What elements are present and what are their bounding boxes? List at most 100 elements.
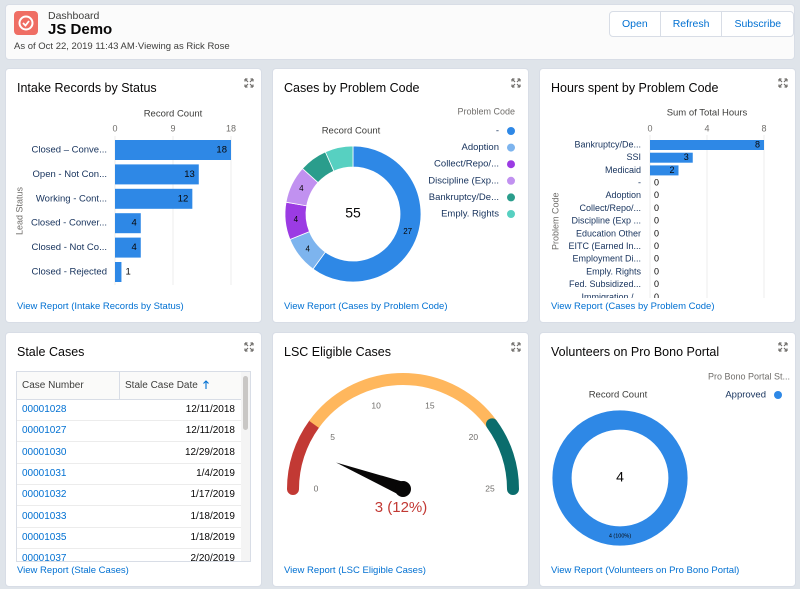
case-number-link[interactable]: 00001028 xyxy=(22,404,67,415)
open-button[interactable]: Open xyxy=(622,18,648,30)
expand-icon[interactable] xyxy=(244,342,254,352)
subscribe-button[interactable]: Subscribe xyxy=(721,12,793,36)
column-header[interactable]: Case Number xyxy=(17,372,119,400)
value-label: 2 xyxy=(669,165,674,175)
view-report-link[interactable]: View Report (Cases by Problem Code) xyxy=(284,301,448,312)
bar xyxy=(115,164,199,185)
slice-label: 4 xyxy=(305,245,310,254)
bar xyxy=(115,213,141,234)
stale-case-date: 2/20/2019 xyxy=(190,553,236,562)
value-label: 0 xyxy=(654,254,659,264)
axis-title: Sum of Total Hours xyxy=(667,108,748,119)
bar xyxy=(650,165,679,176)
x-tick-label: 18 xyxy=(226,123,236,133)
legend-label: Emply. Rights xyxy=(441,209,499,220)
panel-title: Hours spent by Problem Code xyxy=(551,81,719,95)
value-label: 13 xyxy=(184,169,195,180)
case-number-link[interactable]: 00001027 xyxy=(22,425,67,437)
legend-label: Collect/Repo/... xyxy=(434,159,499,170)
value-label: 0 xyxy=(654,228,659,238)
category-label: Closed - Conver... xyxy=(31,218,107,229)
donut-total: 4 xyxy=(616,469,624,485)
expand-icon-path xyxy=(511,78,521,88)
table-row: 00001037 2/20/2019 xyxy=(17,548,241,562)
stale-case-date: 1/18/2019 xyxy=(190,531,236,543)
case-number-link[interactable]: 00001037 xyxy=(22,553,67,562)
expand-icon[interactable] xyxy=(511,78,521,88)
table-row: 00001028 12/11/2018 xyxy=(17,399,241,421)
view-report-link[interactable]: View Report (Stale Cases) xyxy=(17,565,129,576)
value-label: 4 xyxy=(131,242,136,253)
gauge-band xyxy=(287,418,321,495)
refresh-button[interactable]: Refresh xyxy=(659,12,722,36)
value-label: 0 xyxy=(654,203,659,213)
y-axis-title: Problem Code xyxy=(550,192,560,250)
legend-label: Adoption xyxy=(461,142,499,153)
stale-case-date: 12/11/2018 xyxy=(185,425,235,437)
table-row: 00001030 12/29/2018 xyxy=(17,442,241,464)
expand-icon[interactable] xyxy=(778,342,788,352)
view-report-link[interactable]: View Report (Intake Records by Status) xyxy=(17,301,184,312)
slice-label: 4 xyxy=(299,184,304,193)
column-header-text: Case Number xyxy=(22,380,84,391)
category-label: Adoption xyxy=(605,190,641,200)
expand-icon-path xyxy=(244,78,254,88)
panel-title: Intake Records by Status xyxy=(17,81,157,95)
gauge-tick-label: 0 xyxy=(314,483,319,493)
chart: Record Count 0 9 18 Lead Status Closed – Conv… xyxy=(14,109,236,285)
gauge-tick-label: 20 xyxy=(469,432,479,442)
case-number-link[interactable]: 00001033 xyxy=(22,510,67,522)
axis-title: Record Count xyxy=(144,109,203,120)
view-report-link[interactable]: View Report (Cases by Problem Code) xyxy=(551,301,715,312)
gauge-value-label: 3 (12%) xyxy=(375,499,428,516)
scrollbar-thumb xyxy=(243,376,248,430)
table-row: 00001031 1/4/2019 xyxy=(17,463,241,485)
donut-total: 55 xyxy=(345,205,361,221)
value-label: 0 xyxy=(654,292,659,298)
view-report-link[interactable]: View Report (LSC Eligible Cases) xyxy=(284,565,426,576)
data-table: Case Number Stale Case Date 00001028 12/11/… xyxy=(16,371,251,562)
bar xyxy=(650,140,764,150)
case-number-link[interactable]: 00001032 xyxy=(22,489,67,501)
legend-dot xyxy=(507,210,515,218)
category-label: - xyxy=(638,177,641,187)
expand-icon[interactable] xyxy=(778,78,788,88)
legend-dot xyxy=(507,127,515,135)
case-number-link[interactable]: 00001030 xyxy=(22,446,67,458)
category-label: Collect/Repo/... xyxy=(579,203,641,213)
table-row: 00001033 1/18/2019 xyxy=(17,506,241,528)
header: Dashboard JS Demo As of Oct 22, 2019 11:… xyxy=(5,4,795,60)
table-row: 00001027 12/11/2018 xyxy=(17,420,241,443)
bar xyxy=(115,188,193,209)
gauge-band xyxy=(485,418,519,495)
category-label: Bankruptcy/De... xyxy=(574,139,641,149)
x-tick-label: 8 xyxy=(761,123,766,133)
panel: Record Count Problem Code 27 - 4 Adoption 4 Col… xyxy=(272,68,529,323)
legend-label: Discipline (Exp... xyxy=(428,175,499,186)
category-label: EITC (Earned In... xyxy=(568,241,641,251)
panel: Record Count 0 9 18 Lead Status Closed – Conv… xyxy=(5,68,262,323)
case-number-link[interactable]: 00001031 xyxy=(22,467,67,479)
axis-title: Record Count xyxy=(589,390,648,401)
chart: 0 5 10 15 20 25 3 (12%) xyxy=(287,373,519,516)
legend-label: Approved xyxy=(725,390,766,401)
view-report-link[interactable]: View Report (Volunteers on Pro Bono Port… xyxy=(551,565,740,576)
expand-icon[interactable] xyxy=(511,342,521,352)
slice-label: 4 xyxy=(294,215,299,224)
expand-icon-path xyxy=(778,342,788,352)
case-number-link[interactable]: 00001035 xyxy=(22,531,67,543)
stale-case-date: 1/4/2019 xyxy=(196,467,235,479)
category-label: Closed – Conve... xyxy=(31,145,107,156)
value-label: 3 xyxy=(684,152,689,162)
panel-title: Cases by Problem Code xyxy=(284,81,420,95)
value-label: 12 xyxy=(178,193,189,204)
legend-dot xyxy=(507,193,515,202)
y-axis-title: Lead Status xyxy=(14,186,24,235)
donut-slice xyxy=(324,145,354,172)
value-label: 0 xyxy=(654,279,659,289)
value-label: 0 xyxy=(654,190,659,200)
legend-dot xyxy=(507,143,515,152)
column-header[interactable]: Stale Case Date xyxy=(119,372,242,400)
expand-icon[interactable] xyxy=(244,78,254,88)
